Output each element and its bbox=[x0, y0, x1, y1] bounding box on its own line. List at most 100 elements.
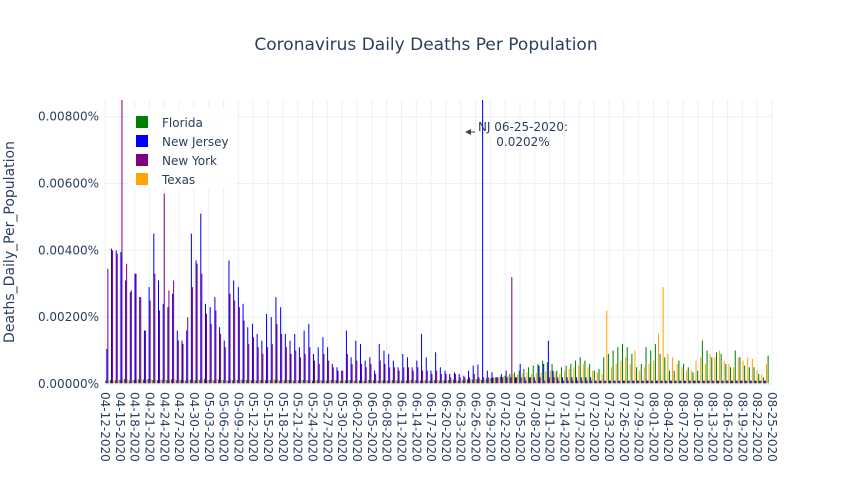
bar-new-york bbox=[290, 353, 292, 384]
bar-new-jersey bbox=[707, 380, 709, 384]
bar-texas bbox=[376, 380, 378, 384]
bar-texas bbox=[263, 379, 265, 384]
bar-new-jersey bbox=[740, 380, 742, 384]
x-tick-label: 07-20-2020 bbox=[587, 392, 601, 462]
bar-new-jersey bbox=[223, 340, 225, 384]
bar-new-jersey bbox=[256, 333, 258, 384]
bar-new-york bbox=[497, 377, 499, 384]
bar-new-york bbox=[685, 380, 687, 384]
bar-new-jersey bbox=[416, 360, 418, 384]
bar-new-jersey bbox=[369, 357, 371, 384]
bar-texas bbox=[733, 367, 735, 384]
x-tick-label: 05-18-2020 bbox=[276, 392, 290, 462]
bar-florida bbox=[495, 377, 497, 384]
bar-new-jersey bbox=[237, 287, 239, 384]
bar-new-york bbox=[201, 273, 203, 384]
bar-new-jersey bbox=[228, 260, 230, 384]
bar-new-york bbox=[281, 333, 283, 384]
x-tick-label: 06-23-2020 bbox=[454, 392, 468, 462]
bar-new-jersey bbox=[106, 348, 108, 384]
bar-new-york bbox=[567, 380, 569, 384]
bar-new-york bbox=[262, 353, 264, 384]
x-tick-label: 06-17-2020 bbox=[424, 392, 438, 462]
x-tick-label: 04-21-2020 bbox=[142, 392, 156, 462]
bar-texas bbox=[352, 379, 354, 384]
bar-new-jersey bbox=[608, 380, 610, 384]
bar-new-york bbox=[177, 340, 179, 384]
bar-new-york bbox=[708, 380, 710, 384]
bar-florida bbox=[532, 365, 534, 384]
bar-florida bbox=[499, 376, 501, 384]
bar-texas bbox=[183, 379, 185, 384]
bar-new-jersey bbox=[491, 372, 493, 384]
bar-texas bbox=[643, 367, 645, 384]
bar-new-jersey bbox=[684, 380, 686, 384]
bar-texas bbox=[540, 372, 542, 384]
bar-florida bbox=[161, 379, 163, 384]
bar-texas bbox=[521, 373, 523, 384]
bar-texas bbox=[249, 379, 251, 384]
bar-texas bbox=[211, 379, 213, 384]
bar-florida bbox=[701, 340, 703, 384]
bar-texas bbox=[413, 379, 415, 384]
bar-texas bbox=[709, 353, 711, 384]
bar-new-jersey bbox=[392, 360, 394, 384]
bar-texas bbox=[305, 379, 307, 384]
bar-new-jersey bbox=[190, 233, 192, 384]
bar-florida bbox=[452, 379, 454, 384]
bar-florida bbox=[621, 343, 624, 384]
bar-texas bbox=[188, 380, 190, 384]
bar-florida bbox=[208, 379, 210, 384]
bar-new-jersey bbox=[327, 347, 329, 384]
bar-new-york bbox=[516, 377, 518, 384]
bar-texas bbox=[549, 370, 551, 384]
bar-florida bbox=[762, 377, 764, 384]
bar-florida bbox=[363, 380, 365, 384]
bar-new-york bbox=[689, 380, 691, 384]
bar-florida bbox=[156, 380, 158, 384]
bar-new-york bbox=[614, 380, 616, 384]
bar-florida bbox=[584, 360, 586, 384]
bar-florida bbox=[457, 380, 459, 384]
bar-new-jersey bbox=[153, 233, 155, 384]
bar-florida bbox=[720, 353, 722, 384]
bar-new-york bbox=[722, 380, 724, 384]
bar-new-york bbox=[666, 380, 668, 384]
bar-new-york bbox=[436, 370, 438, 384]
bar-florida bbox=[218, 379, 220, 384]
legend-swatch-florida bbox=[136, 116, 148, 128]
bar-new-york bbox=[337, 370, 339, 384]
bar-texas bbox=[662, 287, 664, 384]
bar-new-york bbox=[295, 350, 297, 384]
bar-new-jersey bbox=[388, 353, 390, 384]
bar-new-jersey bbox=[590, 377, 592, 384]
bar-texas bbox=[610, 367, 612, 384]
bar-new-jersey bbox=[594, 380, 596, 384]
bar-florida bbox=[668, 370, 670, 384]
bar-florida bbox=[265, 380, 267, 384]
bar-texas bbox=[277, 379, 279, 384]
x-tick-label: 06-20-2020 bbox=[439, 392, 453, 462]
bar-new-york bbox=[741, 380, 743, 384]
bar-texas bbox=[653, 360, 655, 384]
bar-new-jersey bbox=[557, 377, 559, 384]
bar-florida bbox=[185, 380, 187, 384]
bar-texas bbox=[216, 378, 218, 384]
bar-texas bbox=[676, 363, 678, 384]
bar-new-york bbox=[478, 377, 480, 384]
bar-florida bbox=[241, 379, 243, 384]
bar-texas bbox=[315, 380, 317, 384]
bar-new-jersey bbox=[435, 352, 437, 384]
bar-florida bbox=[373, 380, 375, 384]
bar-new-jersey bbox=[204, 303, 206, 384]
bar-texas bbox=[526, 372, 528, 384]
legend-swatch-texas bbox=[136, 173, 148, 185]
bar-florida bbox=[274, 379, 276, 384]
bar-new-jersey bbox=[284, 333, 286, 384]
x-tick-label: 07-26-2020 bbox=[617, 392, 631, 462]
bar-new-york bbox=[755, 380, 757, 384]
bar-florida bbox=[711, 357, 713, 384]
x-tick-label: 07-17-2020 bbox=[572, 392, 586, 462]
bar-new-jersey bbox=[111, 248, 113, 384]
bar-new-jersey bbox=[242, 303, 244, 384]
